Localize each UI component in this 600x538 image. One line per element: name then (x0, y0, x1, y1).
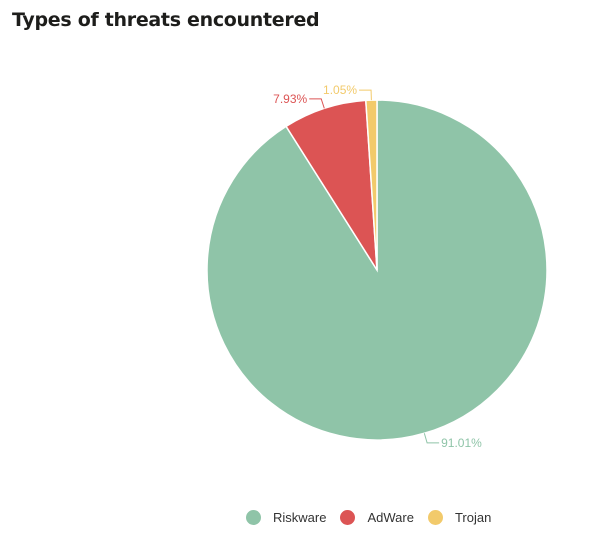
legend-label-riskware: Riskware (273, 510, 327, 525)
chart-title: Types of threats encountered (12, 9, 320, 31)
legend-label-adware: AdWare (367, 510, 414, 525)
leader-line-riskware (423, 433, 440, 444)
legend-item-riskware[interactable]: Riskware (246, 510, 326, 525)
leader-line-trojan (359, 89, 372, 101)
legend-swatch-adware (340, 510, 356, 525)
legend-swatch-trojan (427, 510, 443, 525)
slice-label-trojan: 1.05% (323, 83, 357, 97)
slice-label-adware: 7.93% (273, 92, 307, 106)
slice-label-riskware: 91.01% (441, 436, 482, 450)
legend-item-trojan[interactable]: Trojan (427, 510, 492, 525)
pie-slice-trojan[interactable] (364, 99, 378, 271)
legend-swatch-riskware (246, 510, 261, 525)
legend-label-trojan: Trojan (454, 510, 492, 525)
legend-item-adware[interactable]: AdWare (340, 510, 414, 525)
legend: Riskware AdWare Trojan (246, 510, 505, 525)
leader-line-adware (309, 98, 325, 109)
